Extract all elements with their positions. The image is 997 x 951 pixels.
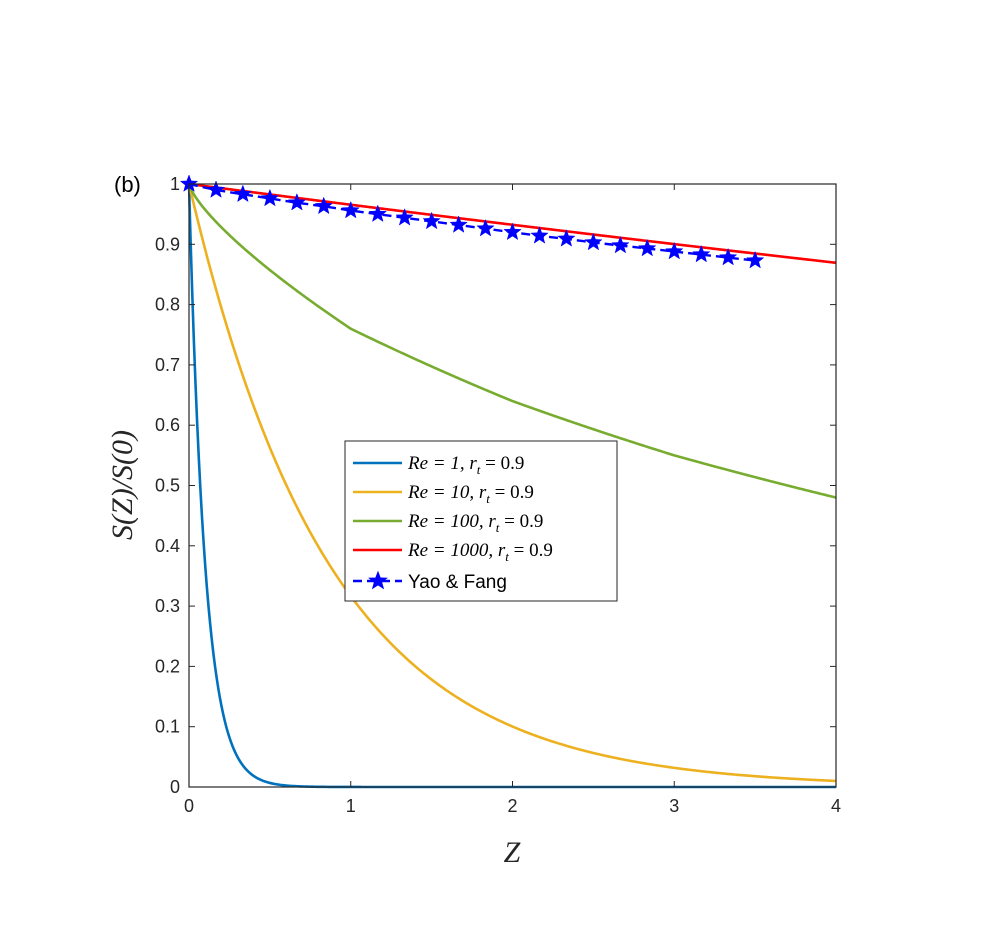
reference-point bbox=[611, 235, 630, 254]
reference-point bbox=[584, 232, 603, 251]
reference-point bbox=[692, 244, 711, 263]
reference-point bbox=[206, 180, 226, 198]
legend-label-2: Re = 100, rt = 0.9 bbox=[407, 511, 543, 535]
reference-point bbox=[422, 211, 441, 230]
reference-point bbox=[718, 247, 738, 266]
x-tick-label: 0 bbox=[184, 796, 194, 816]
legend: Re = 1, rt = 0.9 Re = 10, rt = 0.9 Re = 10… bbox=[344, 440, 618, 602]
y-tick-label: 0.5 bbox=[155, 476, 180, 496]
reference-point bbox=[341, 200, 360, 219]
y-tick-label: 0 bbox=[170, 777, 180, 797]
reference-point bbox=[503, 222, 522, 241]
reference-markers bbox=[179, 174, 765, 269]
y-tick-label: 0.3 bbox=[155, 596, 180, 616]
legend-label-1: Re = 10, rt = 0.9 bbox=[407, 482, 534, 506]
legend-label-3: Re = 1000, rt = 0.9 bbox=[407, 540, 553, 564]
reference-point bbox=[745, 250, 765, 269]
reference-point bbox=[368, 204, 387, 223]
y-tick-label: 0.7 bbox=[155, 355, 180, 375]
x-tick-label: 2 bbox=[507, 796, 517, 816]
y-tick-label: 0.6 bbox=[155, 415, 180, 435]
y-tick-label: 0.1 bbox=[155, 717, 180, 737]
ticks-layer: 0 1 2 3 4 0 0.1 0.2 0.3 0.4 0.5 0.6 0.7 0.8 0.9 1 bbox=[155, 174, 841, 816]
series-line-1 bbox=[187, 183, 837, 783]
y-tick-label: 0.9 bbox=[155, 234, 180, 254]
reference-line bbox=[188, 182, 756, 262]
reference-point bbox=[557, 229, 576, 247]
reference-point bbox=[449, 215, 468, 233]
x-axis-label: Z bbox=[504, 836, 521, 869]
y-tick-label: 0.4 bbox=[155, 536, 180, 556]
legend-star-icon bbox=[368, 570, 388, 590]
reference-point bbox=[530, 226, 549, 244]
legend-label-reference: Yao & Fang bbox=[408, 572, 507, 593]
y-tick-label: 0.2 bbox=[155, 656, 180, 676]
legend-label-0: Re = 1, rt = 0.9 bbox=[407, 453, 524, 477]
reference-point bbox=[665, 241, 684, 260]
reference-point bbox=[314, 196, 333, 215]
x-tick-label: 4 bbox=[831, 796, 841, 816]
x-tick-label: 3 bbox=[669, 796, 679, 816]
panel-label: (b) bbox=[114, 172, 141, 197]
reference-point bbox=[395, 208, 414, 226]
y-axis-label: S(Z)/S(0) bbox=[106, 430, 139, 540]
reference-point bbox=[638, 238, 657, 257]
reference-point bbox=[260, 188, 280, 207]
reference-point bbox=[233, 184, 253, 203]
reference-point bbox=[476, 218, 495, 237]
reference-point bbox=[287, 192, 307, 211]
y-tick-label: 0.8 bbox=[155, 295, 180, 315]
y-tick-label: 1 bbox=[170, 174, 180, 194]
series-line-2 bbox=[187, 183, 837, 499]
x-tick-label: 1 bbox=[346, 796, 356, 816]
